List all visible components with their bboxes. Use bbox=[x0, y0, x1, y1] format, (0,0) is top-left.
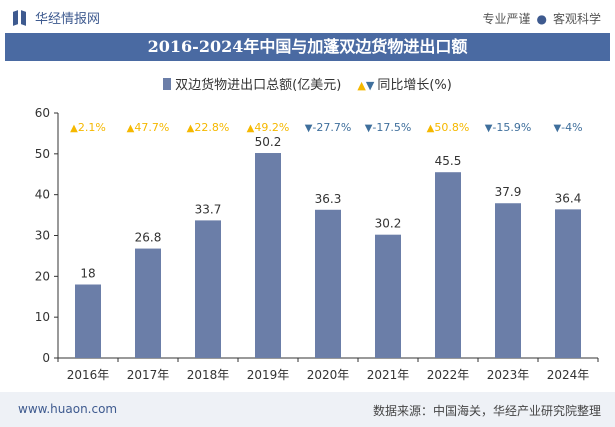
bar bbox=[495, 203, 521, 358]
growth-label: ▲50.8% bbox=[427, 121, 470, 134]
bar bbox=[555, 209, 581, 358]
bar-value-label: 30.2 bbox=[375, 217, 402, 231]
legend-swatch-bar bbox=[163, 78, 172, 90]
top-bar: 华经情报网 专业严谨 ● 客观科学 bbox=[0, 0, 615, 33]
tagline-right: 客观科学 bbox=[552, 12, 601, 26]
brand-name: 华经情报网 bbox=[35, 12, 101, 27]
growth-value: -15.9% bbox=[492, 121, 531, 134]
y-tick-label: 50 bbox=[35, 147, 50, 161]
growth-value: 22.8% bbox=[194, 121, 229, 134]
y-tick-label: 10 bbox=[35, 310, 50, 324]
bar-value-label: 50.2 bbox=[255, 135, 282, 149]
bar bbox=[375, 234, 401, 358]
growth-label: ▼-27.7% bbox=[305, 121, 352, 134]
y-tick-label: 0 bbox=[42, 351, 50, 365]
bar-value-label: 26.8 bbox=[135, 231, 162, 245]
footer-source: 数据来源：中国海关，华经产业研究院整理 bbox=[372, 404, 601, 418]
y-tick-label: 40 bbox=[35, 188, 50, 202]
legend-label-total: 双边货物进出口总额(亿美元) bbox=[175, 78, 342, 93]
bar-value-label: 36.3 bbox=[315, 192, 342, 206]
triangle-down-icon: ▼ bbox=[305, 123, 313, 134]
tagline: 专业严谨 ● 客观科学 bbox=[482, 10, 601, 27]
triangle-down-icon: ▼ bbox=[485, 123, 493, 134]
growth-value: 47.7% bbox=[134, 121, 169, 134]
triangle-down-icon: ▼ bbox=[553, 123, 561, 134]
tagline-left: 专业严谨 bbox=[482, 12, 531, 26]
bar-value-label: 45.5 bbox=[435, 154, 462, 168]
bar-value-label: 37.9 bbox=[495, 185, 522, 199]
growth-value: -17.5% bbox=[372, 121, 411, 134]
bar-value-label: 33.7 bbox=[195, 202, 222, 216]
growth-value: 2.1% bbox=[78, 121, 106, 134]
y-tick-label: 60 bbox=[35, 106, 50, 120]
triangle-down-icon: ▼ bbox=[365, 123, 373, 134]
legend-item-growth: ▲▼ 同比增长(%) bbox=[357, 78, 451, 93]
x-tick-label: 2019年 bbox=[247, 368, 290, 382]
growth-value: 50.8% bbox=[434, 121, 469, 134]
growth-label: ▲47.7% bbox=[127, 121, 170, 134]
bar bbox=[75, 284, 101, 358]
x-tick-label: 2023年 bbox=[487, 368, 530, 382]
growth-label: ▲49.2% bbox=[247, 121, 290, 134]
brand: 华经情报网 bbox=[12, 8, 100, 27]
legend-item-total: 双边货物进出口总额(亿美元) bbox=[163, 78, 345, 93]
bar-value-label: 36.4 bbox=[555, 191, 582, 205]
triangle-up-icon: ▲ bbox=[127, 123, 135, 134]
x-tick-label: 2024年 bbox=[547, 368, 590, 382]
bar bbox=[195, 220, 221, 358]
bar bbox=[435, 172, 461, 358]
triangle-up-icon: ▲ bbox=[247, 123, 255, 134]
triangle-up-icon: ▲ bbox=[187, 123, 195, 134]
growth-label: ▲22.8% bbox=[187, 121, 230, 134]
y-tick-label: 30 bbox=[35, 229, 50, 243]
bar-chart: 0102030405060182016年▲2.1%26.82017年▲47.7%… bbox=[35, 106, 599, 382]
chart-title: 2016-2024年中国与加蓬双边货物进出口额 bbox=[5, 33, 610, 61]
bar bbox=[315, 209, 341, 358]
chart-legend: 双边货物进出口总额(亿美元) ▲▼ 同比增长(%) bbox=[0, 74, 615, 93]
bar bbox=[135, 248, 161, 358]
growth-value: -27.7% bbox=[312, 121, 351, 134]
growth-label: ▼-17.5% bbox=[365, 121, 412, 134]
x-tick-label: 2017年 bbox=[127, 368, 170, 382]
x-tick-label: 2021年 bbox=[367, 368, 410, 382]
growth-value: -4% bbox=[561, 121, 582, 134]
triangle-up-icon: ▲ bbox=[357, 79, 366, 92]
x-tick-label: 2022年 bbox=[427, 368, 470, 382]
footer: www.huaon.com 数据来源：中国海关，华经产业研究院整理 bbox=[0, 392, 615, 427]
bullet-icon: ● bbox=[536, 12, 547, 26]
growth-label: ▲2.1% bbox=[70, 121, 106, 134]
footer-url: www.huaon.com bbox=[18, 402, 118, 416]
growth-label: ▼-4% bbox=[553, 121, 582, 134]
bar bbox=[255, 153, 281, 358]
legend-label-growth: 同比增长(%) bbox=[377, 78, 452, 93]
triangle-up-icon: ▲ bbox=[70, 123, 78, 134]
x-tick-label: 2020年 bbox=[307, 368, 350, 382]
x-tick-label: 2016年 bbox=[67, 368, 110, 382]
x-tick-label: 2018年 bbox=[187, 368, 230, 382]
triangle-down-icon: ▼ bbox=[365, 79, 375, 92]
triangle-up-icon: ▲ bbox=[427, 123, 435, 134]
y-tick-label: 20 bbox=[35, 269, 50, 283]
growth-label: ▼-15.9% bbox=[485, 121, 532, 134]
growth-value: 49.2% bbox=[254, 121, 289, 134]
bar-value-label: 18 bbox=[80, 267, 95, 281]
